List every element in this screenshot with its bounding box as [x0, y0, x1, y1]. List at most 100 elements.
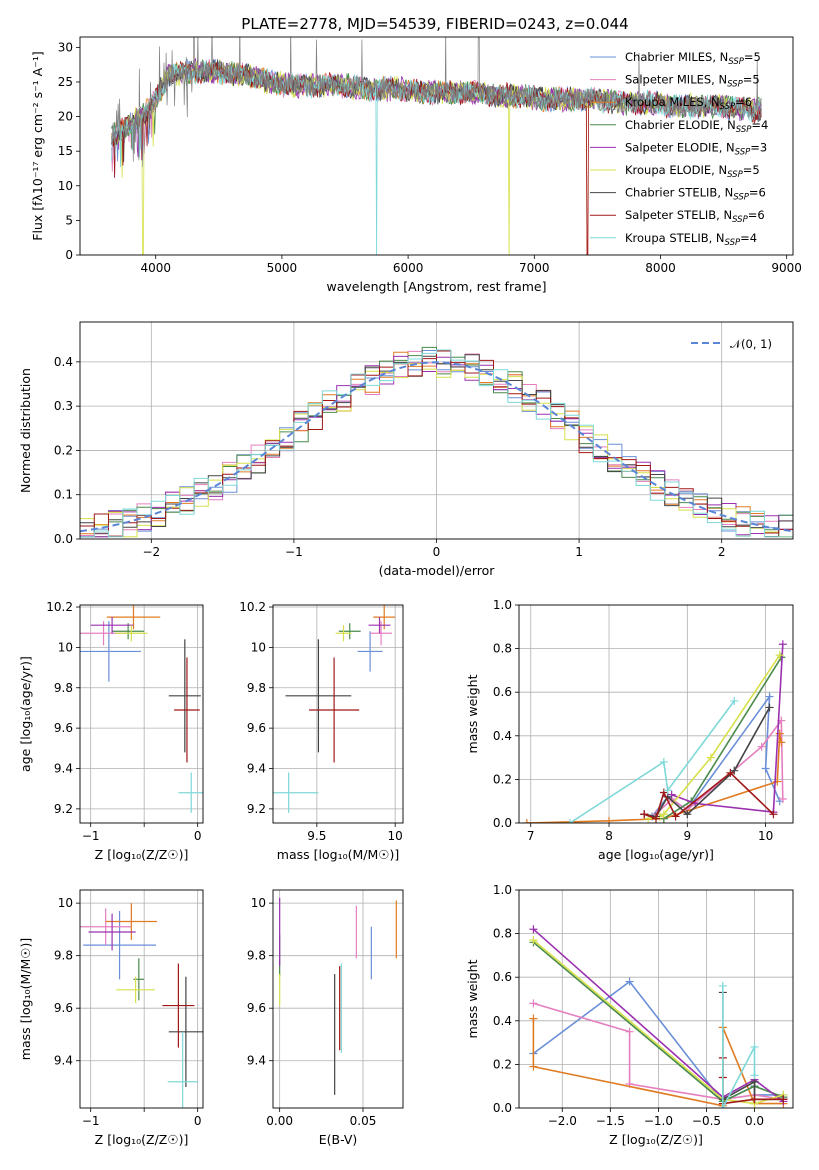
weight-marker: [640, 810, 649, 819]
panel-mass-vs-Z: −1 0 9.4 9.6 9.8 10 Z [log₁₀(Z/Z☉)] mass [log₁₀…: [18, 889, 204, 1147]
y-tick-label: 0.8: [493, 927, 512, 941]
legend-label: Chabrier MILES, NSSP=5: [625, 50, 761, 67]
weight-marker: [769, 810, 778, 819]
errorbar-point-kroupa-elodie: [116, 976, 155, 1003]
legend-label: Salpeter STELIB, NSSP=6: [625, 208, 765, 225]
errorbar-point-chabrier-elodie: [112, 623, 145, 640]
y-tick-label: 5: [65, 213, 73, 227]
x-axis-label: age [log₁₀(age/yr)]: [598, 847, 714, 862]
errorbar-point-kroupa-stelib: [167, 1031, 198, 1108]
x-axis-label: Z [log₁₀(Z/Z☉)]: [95, 1132, 189, 1147]
y-axis-label: age [log₁₀(age/yr)]: [18, 656, 33, 772]
x-tick-label: 8: [605, 829, 613, 843]
weight-marker: [718, 981, 727, 990]
panel-plot-area: [80, 890, 203, 1108]
panel-plot-area: [273, 605, 403, 823]
x-tick-label: 0: [194, 1114, 202, 1128]
x-axis-label: wavelength [Angstrom, rest frame]: [326, 279, 546, 294]
weight-line-salpeter-elodie: [671, 644, 784, 813]
panel-age-vs-Z: −1 0 9.2 9.4 9.6 9.8 10 10.2 Z [log₁₀(Z/Z☉)] age …: [18, 600, 204, 862]
x-tick-label: 9: [683, 829, 691, 843]
weight-line-kroupa-miles: [526, 733, 783, 823]
weight-marker: [750, 1042, 759, 1051]
weight-marker: [529, 936, 538, 945]
y-tick-label: 9.4: [247, 1054, 266, 1068]
y-tick-label: 9.6: [54, 1001, 73, 1015]
errorbar-point-salpeter-elodie: [368, 617, 391, 634]
errorbar-point-kroupa-miles: [105, 903, 158, 940]
y-tick-label: 10.2: [46, 600, 73, 614]
x-axis-label: (data-model)/error: [379, 563, 496, 578]
panel-mass-weight-vs-age: 7 8 9 10 0.0 0.2 0.4 0.6 0.8 1.0 age [log₁₀(age/yr…: [465, 598, 794, 862]
x-tick-label: 0.05: [350, 1114, 377, 1128]
y-tick-label: 0.6: [493, 685, 512, 699]
y-axis-label: mass weight: [465, 959, 480, 1038]
y-tick-label: 0.2: [54, 443, 73, 457]
weight-marker: [522, 819, 531, 823]
weight-marker: [683, 810, 692, 819]
x-tick-label: 9000: [771, 261, 802, 275]
y-tick-label: 0.4: [54, 355, 73, 369]
x-tick-label: 5000: [267, 261, 298, 275]
weight-line-salpeter-elodie: [532, 928, 784, 1103]
y-tick-label: 1.0: [493, 598, 512, 612]
histogram-kroupa-elodie: [80, 363, 793, 538]
weight-marker: [765, 703, 774, 712]
y-tick-label: 15: [58, 144, 73, 158]
weight-marker: [730, 696, 739, 705]
errorbar-point-kroupa-stelib: [273, 772, 319, 813]
panel-age-vs-mass: 9.5 10 9.2 9.4 9.6 9.8 10 10.2 mass [log₁₀(M/M☉)…: [239, 600, 404, 862]
x-axis-label: E(B-V): [319, 1132, 358, 1147]
errorbar-point-salpeter-elodie: [88, 913, 136, 951]
weight-marker: [775, 651, 784, 660]
y-tick-label: 0.4: [493, 729, 512, 743]
x-axis-label: mass [log₁₀(M/M☉)]: [277, 847, 399, 862]
y-tick-label: 9.8: [247, 949, 266, 963]
x-tick-label: 0: [433, 545, 441, 559]
y-tick-label: 10: [58, 179, 73, 193]
y-tick-label: 9.8: [54, 949, 73, 963]
y-tick-label: 0.2: [493, 1057, 512, 1071]
y-tick-label: 0.0: [493, 1101, 512, 1115]
y-tick-label: 10: [251, 896, 266, 910]
weight-marker: [529, 1062, 538, 1071]
y-tick-label: 10: [58, 896, 73, 910]
panel-residuals: −2 −1 0 1 2 0.0 0.1 0.2 0.3 0.4 (data-model)/error…: [18, 321, 794, 578]
legend-label: Salpeter MILES, NSSP=5: [625, 73, 760, 90]
y-tick-label: 0.4: [493, 1014, 512, 1028]
panel-mass-weight-vs-Z: −2.0 −1.5 −1.0 −0.5 0.0 0.0 0.2 0.4 0.6 0.8 1.0 Z […: [465, 883, 794, 1147]
panel-plot-area: [111, 37, 762, 255]
x-tick-label: 10: [758, 829, 773, 843]
panel-plot-area: [80, 605, 203, 823]
panel-plot-area: [519, 605, 793, 823]
weight-marker: [625, 1027, 634, 1036]
weight-line-chabrier-elodie: [532, 941, 784, 1103]
x-tick-label: 7: [527, 829, 535, 843]
y-tick-label: 10.2: [239, 600, 266, 614]
errorbar-point-chabrier-miles: [357, 631, 383, 672]
y-tick-label: 25: [58, 75, 73, 89]
errorbar-point-chabrier-stelib: [285, 639, 352, 753]
weight-marker: [706, 753, 715, 762]
weight-marker: [659, 788, 668, 797]
errorbar-point-salpeter-stelib: [309, 657, 360, 763]
weight-line-chabrier-stelib: [722, 992, 784, 1101]
weight-marker: [529, 925, 538, 934]
panel-mass-vs-ebv: 0.00 0.05 9.4 9.6 9.8 10 E(B-V): [247, 889, 404, 1147]
panel-plot-area: [519, 890, 793, 1108]
weight-marker: [757, 742, 766, 751]
weight-marker: [761, 764, 770, 773]
panel-frame: [272, 889, 404, 1109]
y-axis-label: mass [log₁₀(M/M☉)]: [18, 938, 33, 1060]
y-tick-label: 0.3: [54, 399, 73, 413]
y-tick-label: 30: [58, 40, 73, 54]
errorbar-point-chabrier-miles: [80, 621, 141, 682]
panel-frame: [79, 36, 794, 256]
y-tick-label: 1.0: [493, 883, 512, 897]
x-tick-label: −2: [142, 545, 160, 559]
weight-marker: [659, 757, 668, 766]
panel-plot-area: [80, 322, 793, 539]
y-tick-label: 9.4: [54, 762, 73, 776]
errorbar-point-kroupa-elodie: [115, 625, 148, 642]
y-tick-label: 9.6: [54, 721, 73, 735]
